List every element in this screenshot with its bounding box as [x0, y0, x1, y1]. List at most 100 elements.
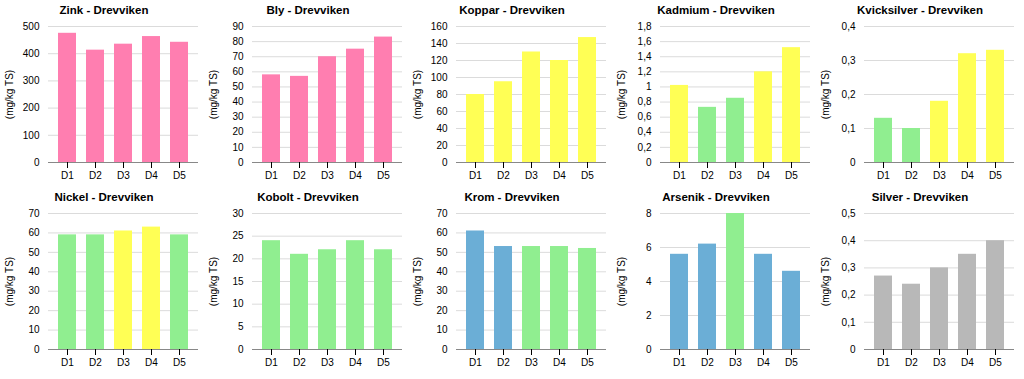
svg-text:D3: D3 [321, 170, 334, 181]
svg-text:70: 70 [28, 208, 40, 219]
svg-text:D3: D3 [933, 357, 946, 368]
svg-text:1,2: 1,2 [638, 66, 652, 77]
svg-text:D4: D4 [757, 357, 770, 368]
svg-text:D5: D5 [989, 357, 1002, 368]
svg-text:0: 0 [238, 157, 244, 168]
svg-text:0,4: 0,4 [638, 126, 652, 137]
svg-text:100: 100 [431, 72, 448, 83]
svg-text:10: 10 [232, 142, 244, 153]
svg-text:400: 400 [23, 48, 40, 59]
svg-text:D5: D5 [581, 170, 594, 181]
svg-text:20: 20 [232, 253, 244, 264]
svg-text:20: 20 [232, 126, 244, 137]
svg-text:50: 50 [28, 247, 40, 258]
svg-text:D2: D2 [905, 170, 918, 181]
svg-text:D2: D2 [701, 170, 714, 181]
svg-text:0: 0 [34, 344, 40, 355]
svg-text:60: 60 [28, 227, 40, 238]
svg-text:0: 0 [646, 344, 652, 355]
svg-text:D2: D2 [293, 357, 306, 368]
svg-text:10: 10 [436, 324, 448, 335]
svg-text:D3: D3 [729, 170, 742, 181]
svg-text:D2: D2 [293, 170, 306, 181]
svg-text:D1: D1 [673, 357, 686, 368]
svg-text:10: 10 [28, 324, 40, 335]
svg-text:200: 200 [23, 102, 40, 113]
svg-text:0: 0 [850, 344, 856, 355]
svg-text:20: 20 [28, 305, 40, 316]
svg-text:D5: D5 [377, 357, 390, 368]
svg-text:40: 40 [28, 266, 40, 277]
svg-text:D4: D4 [961, 170, 974, 181]
svg-text:8: 8 [646, 208, 652, 219]
svg-text:D4: D4 [757, 170, 770, 181]
svg-text:D4: D4 [145, 357, 158, 368]
svg-text:D1: D1 [469, 170, 482, 181]
svg-text:D2: D2 [89, 170, 102, 181]
svg-text:D1: D1 [265, 170, 278, 181]
svg-text:D5: D5 [377, 170, 390, 181]
svg-text:0,1: 0,1 [842, 317, 856, 328]
svg-text:(mg/kg TS): (mg/kg TS) [412, 257, 423, 306]
svg-text:(mg/kg TS): (mg/kg TS) [616, 257, 627, 306]
svg-text:300: 300 [23, 75, 40, 86]
svg-text:(mg/kg TS): (mg/kg TS) [208, 257, 219, 306]
svg-text:30: 30 [28, 285, 40, 296]
svg-text:60: 60 [232, 66, 244, 77]
svg-text:80: 80 [232, 36, 244, 47]
svg-text:D4: D4 [349, 170, 362, 181]
svg-text:1,4: 1,4 [638, 51, 652, 62]
svg-text:D1: D1 [877, 357, 890, 368]
svg-text:15: 15 [232, 276, 244, 287]
svg-text:0,1: 0,1 [842, 123, 856, 134]
svg-text:140: 140 [431, 38, 448, 49]
svg-text:D1: D1 [61, 357, 74, 368]
svg-text:0,3: 0,3 [842, 262, 856, 273]
svg-text:D2: D2 [497, 357, 510, 368]
svg-text:D4: D4 [145, 170, 158, 181]
svg-text:D4: D4 [553, 170, 566, 181]
svg-text:0,3: 0,3 [842, 55, 856, 66]
svg-text:D3: D3 [525, 170, 538, 181]
svg-text:50: 50 [232, 81, 244, 92]
svg-text:0: 0 [34, 157, 40, 168]
svg-text:6: 6 [646, 242, 652, 253]
svg-text:(mg/kg TS): (mg/kg TS) [4, 70, 15, 119]
svg-text:1,8: 1,8 [638, 21, 652, 32]
svg-text:D3: D3 [117, 357, 130, 368]
svg-text:0: 0 [442, 344, 448, 355]
svg-text:(mg/kg TS): (mg/kg TS) [208, 70, 219, 119]
svg-text:0,5: 0,5 [842, 208, 856, 219]
svg-text:0: 0 [442, 157, 448, 168]
svg-text:30: 30 [436, 285, 448, 296]
svg-text:D1: D1 [61, 170, 74, 181]
svg-text:70: 70 [232, 51, 244, 62]
svg-text:30: 30 [232, 208, 244, 219]
svg-text:50: 50 [436, 247, 448, 258]
svg-text:D5: D5 [785, 357, 798, 368]
svg-text:D2: D2 [89, 357, 102, 368]
svg-text:(mg/kg TS): (mg/kg TS) [412, 70, 423, 119]
svg-text:D4: D4 [553, 357, 566, 368]
svg-text:D4: D4 [349, 357, 362, 368]
svg-text:2: 2 [646, 310, 652, 321]
svg-text:0,2: 0,2 [842, 89, 856, 100]
svg-text:D1: D1 [877, 170, 890, 181]
svg-text:D2: D2 [905, 357, 918, 368]
svg-text:(mg/kg TS): (mg/kg TS) [820, 257, 831, 306]
svg-text:D5: D5 [989, 170, 1002, 181]
svg-text:D3: D3 [933, 170, 946, 181]
svg-text:80: 80 [436, 89, 448, 100]
svg-text:0: 0 [646, 157, 652, 168]
svg-text:500: 500 [23, 21, 40, 32]
svg-text:D3: D3 [729, 357, 742, 368]
svg-text:25: 25 [232, 230, 244, 241]
svg-text:70: 70 [436, 208, 448, 219]
svg-text:0,8: 0,8 [638, 96, 652, 107]
svg-text:D5: D5 [173, 170, 186, 181]
svg-text:D3: D3 [321, 357, 334, 368]
svg-text:0: 0 [238, 344, 244, 355]
svg-text:D3: D3 [117, 170, 130, 181]
svg-text:D5: D5 [173, 357, 186, 368]
svg-text:D5: D5 [785, 170, 798, 181]
